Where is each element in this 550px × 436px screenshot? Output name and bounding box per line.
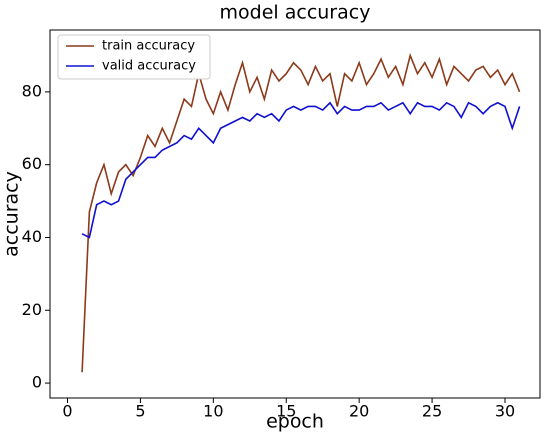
x-tick-label: 15 <box>276 402 296 421</box>
chart-title: model accuracy <box>220 2 371 24</box>
line <box>81 52 521 373</box>
y-tick-label: 60 <box>22 154 42 173</box>
y-tick-label: 0 <box>32 373 42 392</box>
y-tick-label: 80 <box>22 81 42 100</box>
plot-frame <box>49 29 541 399</box>
legend-box <box>57 34 211 80</box>
y-tick-label: 20 <box>22 300 42 319</box>
x-tick-label: 25 <box>422 402 442 421</box>
x-tick-label: 0 <box>62 402 72 421</box>
line <box>81 101 521 239</box>
x-tick-label: 10 <box>203 402 223 421</box>
legend-label: train accuracy <box>102 39 195 54</box>
x-tick-label: 30 <box>495 402 515 421</box>
x-axis-label: epoch <box>266 411 324 433</box>
y-axis-label: accuracy <box>1 171 23 257</box>
x-tick-label: 5 <box>135 402 145 421</box>
x-tick-label: 20 <box>349 402 369 421</box>
legend-label: valid accuracy <box>102 59 196 74</box>
y-tick-label: 40 <box>22 227 42 246</box>
